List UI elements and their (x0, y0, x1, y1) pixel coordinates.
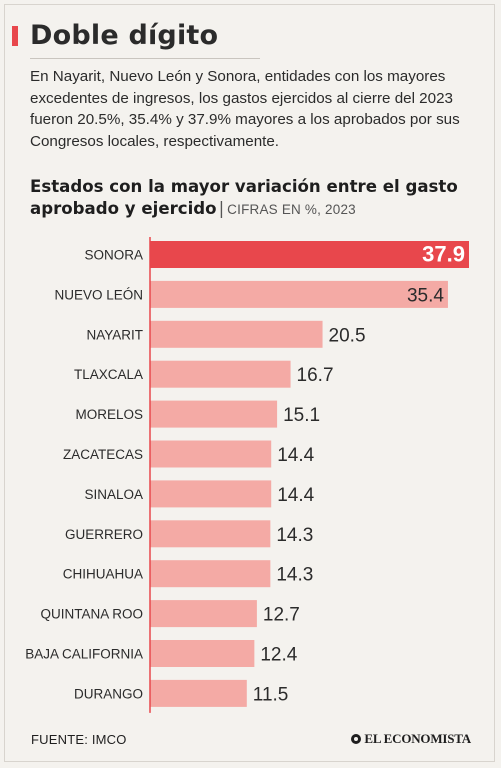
bar-nayarit (150, 320, 323, 348)
value-label-chihuahua: 14.3 (276, 565, 313, 586)
category-label-morelos: MORELOS (75, 407, 143, 422)
value-label-quintana-roo: 12.7 (263, 605, 300, 626)
category-label-durango: DURANGO (74, 686, 143, 701)
brand-logo-icon (351, 734, 362, 744)
bar-guerrero (150, 520, 271, 548)
title-separator: | (218, 199, 225, 218)
bar-quintana-roo (150, 600, 257, 628)
value-label-tlaxcala: 16.7 (297, 365, 334, 386)
headline-accent-mark (12, 26, 18, 46)
infographic-frame (4, 4, 495, 762)
bar-durango (150, 679, 247, 707)
category-label-sonora: SONORA (84, 248, 143, 263)
value-label-zacatecas: 14.4 (277, 445, 314, 466)
brand-name: EL ECONOMISTA (364, 731, 471, 746)
category-label-sinaloa: SINALOA (84, 487, 143, 502)
category-label-baja-california: BAJA CALIFORNIA (25, 647, 143, 662)
bar-sonora (150, 241, 469, 268)
bar-sinaloa (150, 480, 272, 508)
brand: EL ECONOMISTA (351, 731, 471, 747)
chart-title-text: Estados con la mayor variación entre el … (30, 177, 458, 218)
chart-subtitle: CIFRAS EN %, 2023 (227, 202, 356, 217)
value-label-sonora: 37.9 (422, 242, 465, 267)
value-label-nuevo-leon: 35.4 (407, 285, 444, 306)
value-label-morelos: 15.1 (283, 405, 320, 426)
value-label-durango: 11.5 (253, 684, 289, 705)
bar-morelos (150, 400, 278, 428)
bar-zacatecas (150, 440, 272, 468)
category-label-guerrero: GUERRERO (65, 527, 143, 542)
value-label-guerrero: 14.3 (276, 525, 313, 546)
category-label-tlaxcala: TLAXCALA (74, 367, 143, 382)
headline-rule (30, 58, 260, 59)
value-label-baja-california: 12.4 (260, 645, 297, 666)
bar-chihuahua (150, 560, 271, 588)
category-label-zacatecas: ZACATECAS (63, 447, 143, 462)
chart-title: Estados con la mayor variación entre el … (30, 176, 475, 221)
bar-nuevo-leon (150, 280, 448, 308)
value-label-sinaloa: 14.4 (277, 485, 314, 506)
category-label-nuevo-leon: NUEVO LEÓN (54, 287, 143, 302)
bar-tlaxcala (150, 360, 291, 388)
category-label-chihuahua: CHIHUAHUA (63, 567, 143, 582)
source-note: FUENTE: IMCO (31, 732, 127, 747)
page-title: Doble dígito (30, 20, 219, 51)
category-label-nayarit: NAYARIT (86, 327, 143, 342)
value-label-nayarit: 20.5 (329, 325, 366, 346)
intro-paragraph: En Nayarit, Nuevo León y Sonora, entidad… (30, 68, 460, 150)
category-label-quintana-roo: QUINTANA ROO (40, 607, 143, 622)
bar-baja-california (150, 640, 255, 667)
